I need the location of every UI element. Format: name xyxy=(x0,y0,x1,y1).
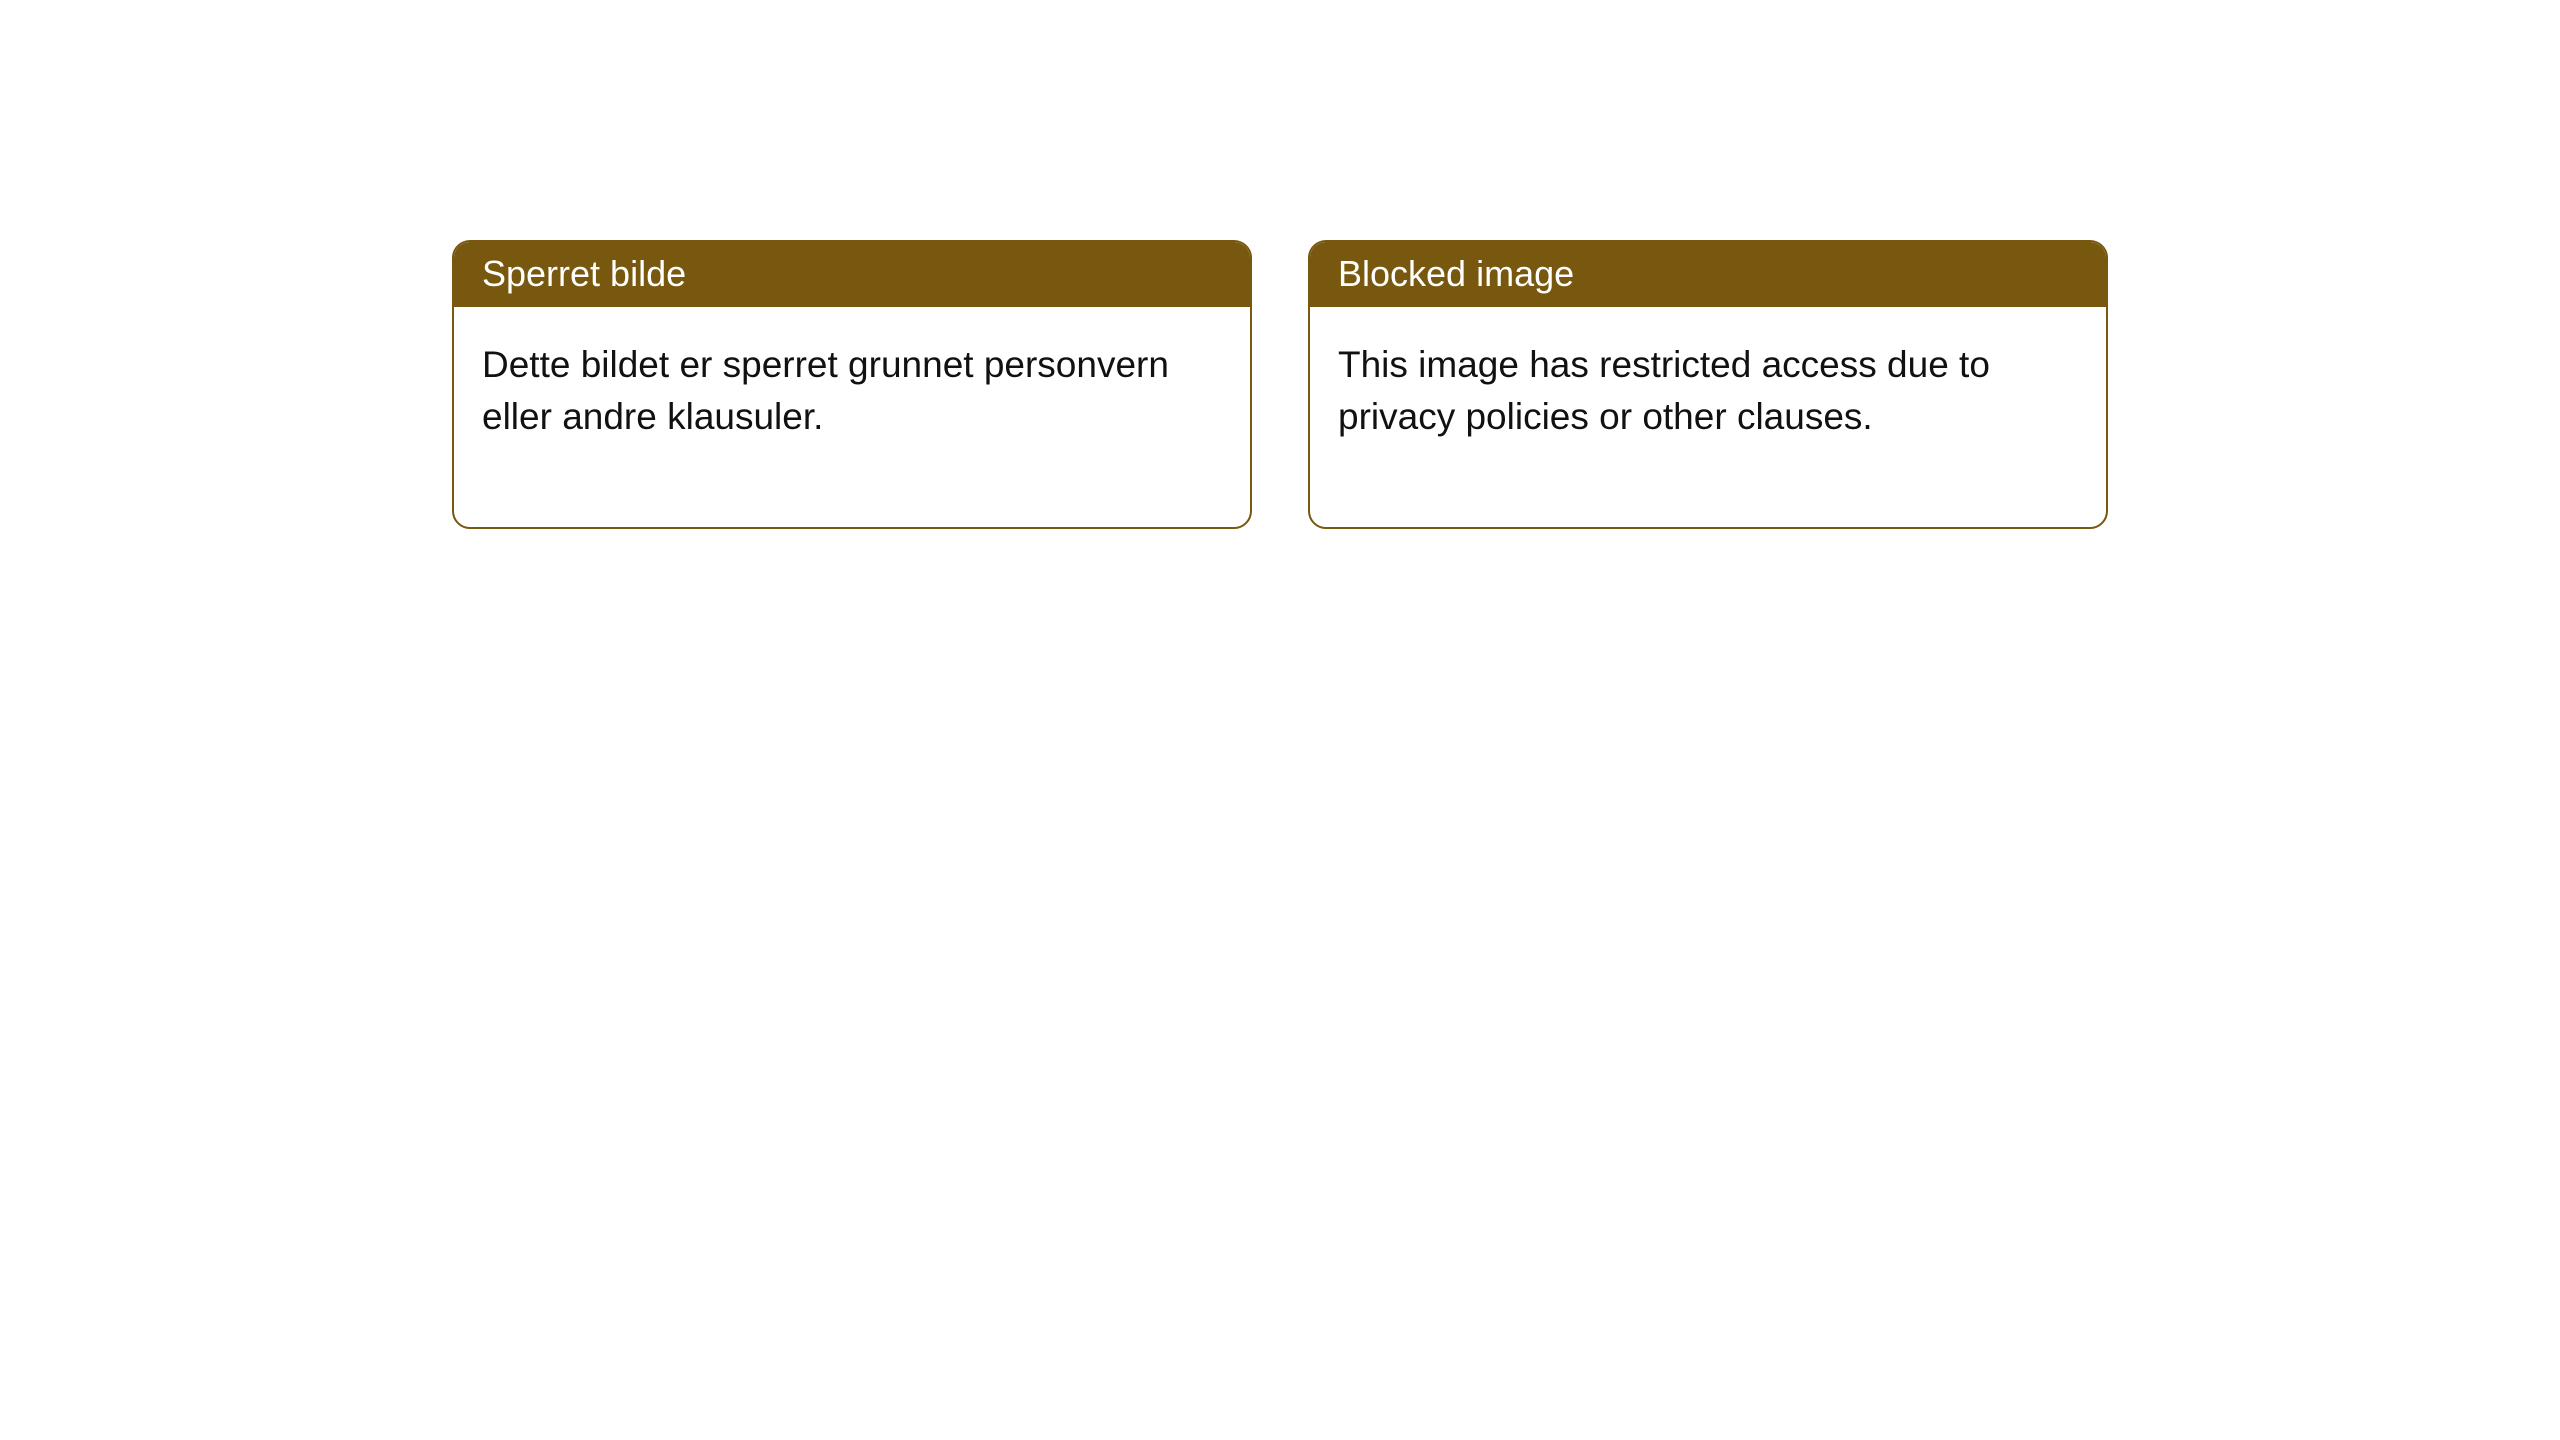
notice-title-english: Blocked image xyxy=(1310,242,2106,307)
notice-container: Sperret bilde Dette bildet er sperret gr… xyxy=(0,0,2560,529)
notice-body-norwegian: Dette bildet er sperret grunnet personve… xyxy=(454,307,1250,527)
blocked-image-notice-english: Blocked image This image has restricted … xyxy=(1308,240,2108,529)
notice-body-english: This image has restricted access due to … xyxy=(1310,307,2106,527)
blocked-image-notice-norwegian: Sperret bilde Dette bildet er sperret gr… xyxy=(452,240,1252,529)
notice-title-norwegian: Sperret bilde xyxy=(454,242,1250,307)
